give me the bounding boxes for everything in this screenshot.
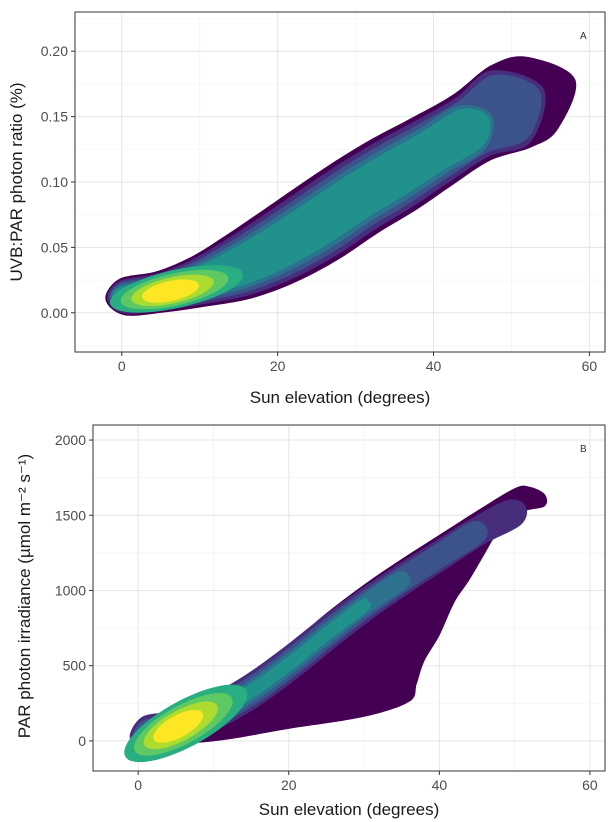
panel-b-density-level-9 bbox=[153, 709, 204, 743]
panel-b-y-tick-label: 2000 bbox=[55, 432, 86, 448]
panel-a-label: A bbox=[580, 31, 587, 42]
panel-a-x-tick-label: 40 bbox=[426, 358, 442, 374]
panel-a-y-tick-label: 0.20 bbox=[41, 43, 68, 59]
panel-a-density-level-9 bbox=[142, 279, 199, 303]
panel-a-x-tick-label: 20 bbox=[270, 358, 286, 374]
panel-b-y-tick-label: 0 bbox=[78, 733, 86, 749]
panel-b-ticks: 0 20 40 60 0 500 1000 1500 2000 bbox=[55, 432, 598, 793]
panel-b-y-axis-label: PAR photon irradiance (µmol m⁻² s⁻¹) bbox=[15, 454, 34, 738]
panel-a-y-tick-label: 0.10 bbox=[41, 174, 68, 190]
panel-b-x-tick-label: 60 bbox=[582, 777, 598, 793]
panel-a: 0 20 40 60 0.00 0.05 0.10 0.15 0.20 A Sun elevat… bbox=[7, 11, 606, 407]
panel-a-density bbox=[105, 56, 577, 316]
panel-a-x-tick-label: 0 bbox=[118, 358, 126, 374]
panel-b-x-tick-label: 40 bbox=[432, 777, 448, 793]
panel-b-y-tick-label: 500 bbox=[63, 658, 87, 674]
panel-a-y-tick-label: 0.00 bbox=[41, 305, 68, 321]
panel-a-density-level-5 bbox=[112, 108, 491, 308]
panel-b-x-axis-label: Sun elevation (degrees) bbox=[259, 800, 440, 819]
panel-b: 0 20 40 60 0 500 1000 1500 2000 B Sun elevation … bbox=[15, 424, 606, 819]
panel-b-label: B bbox=[580, 444, 587, 455]
panel-b-y-tick-label: 1500 bbox=[55, 507, 86, 523]
panel-a-ticks: 0 20 40 60 0.00 0.05 0.10 0.15 0.20 bbox=[41, 43, 598, 374]
panel-b-x-tick-label: 20 bbox=[281, 777, 297, 793]
panel-b-x-tick-label: 0 bbox=[134, 777, 142, 793]
panel-a-y-tick-label: 0.15 bbox=[41, 109, 68, 125]
panel-a-x-tick-label: 60 bbox=[582, 358, 598, 374]
panel-a-y-tick-label: 0.05 bbox=[41, 239, 68, 255]
panel-a-y-axis-label: UVB:PAR photon ratio (%) bbox=[7, 82, 26, 281]
panel-b-density bbox=[124, 485, 548, 763]
panel-a-x-axis-label: Sun elevation (degrees) bbox=[250, 388, 431, 407]
panel-b-y-tick-label: 1000 bbox=[55, 582, 86, 598]
panel-b-border bbox=[92, 424, 606, 772]
